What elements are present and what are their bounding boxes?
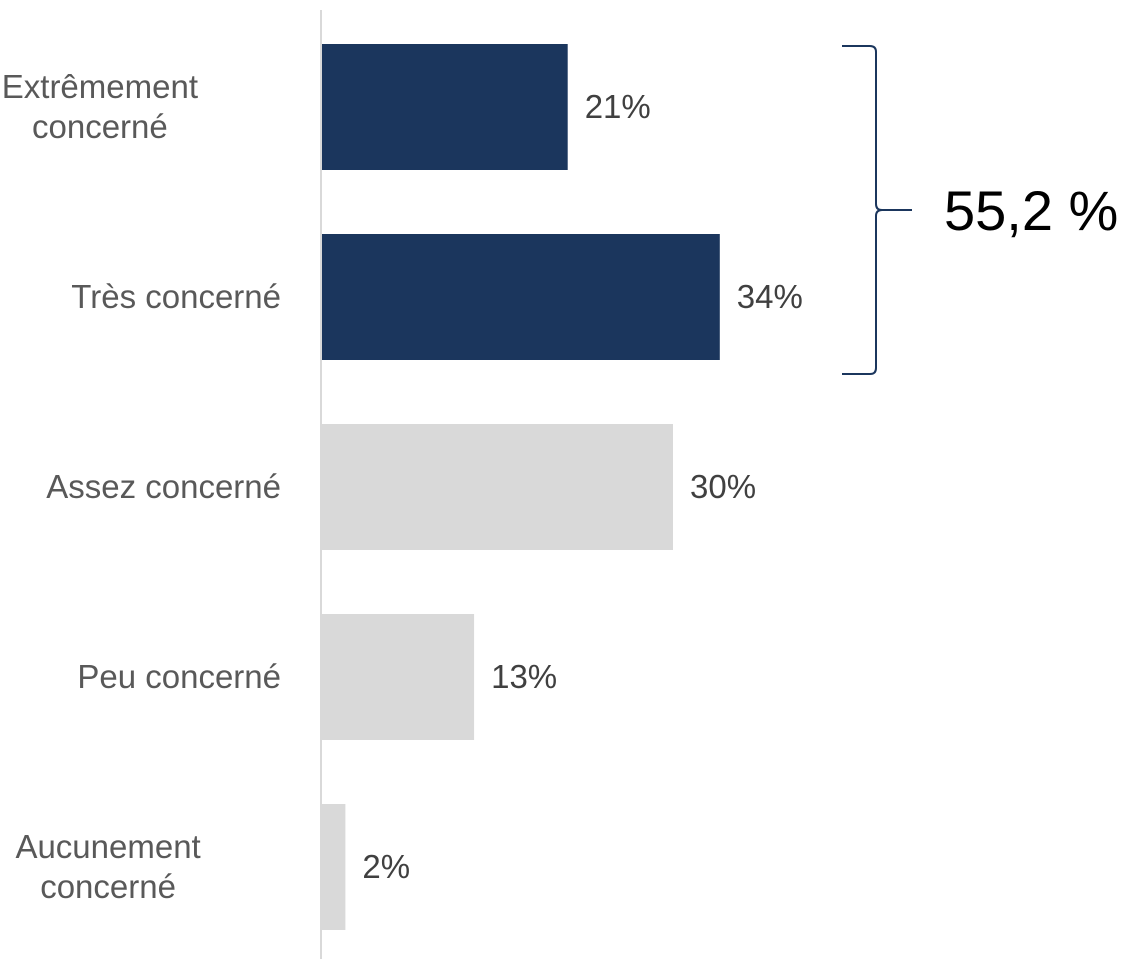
value-label-tres-concerne: 34% xyxy=(737,278,803,315)
value-labels-group: 21% 34% 30% 13% 2% xyxy=(362,88,802,885)
value-label-peu-concerne: 13% xyxy=(491,658,557,695)
value-label-assez-concerne: 30% xyxy=(690,468,756,505)
bracket-total-label: 55,2 % xyxy=(944,179,1118,242)
value-label-aucunement-concerne: 2% xyxy=(362,848,410,885)
category-label-peu-concerne: Peu concerné xyxy=(77,658,281,695)
bracket-annotation xyxy=(842,45,912,375)
bar-aucunement-concerne xyxy=(322,804,346,930)
bars-group xyxy=(322,44,720,930)
category-label-assez-concerne: Assez concerné xyxy=(46,468,281,505)
category-labels-group: Extrêmement concerné Très concerné Assez co… xyxy=(2,68,281,905)
value-label-extremement-concerne: 21% xyxy=(585,88,651,125)
bar-tres-concerne xyxy=(322,234,720,360)
category-label-aucunement-concerne: Aucunement concerné xyxy=(15,828,200,905)
category-label-extremement-concerne: Extrêmement concerné xyxy=(2,68,198,145)
bar-peu-concerne xyxy=(322,614,475,740)
bar-extremement-concerne xyxy=(322,44,568,170)
bar-assez-concerne xyxy=(322,424,673,550)
category-label-tres-concerne: Très concerné xyxy=(71,278,281,315)
